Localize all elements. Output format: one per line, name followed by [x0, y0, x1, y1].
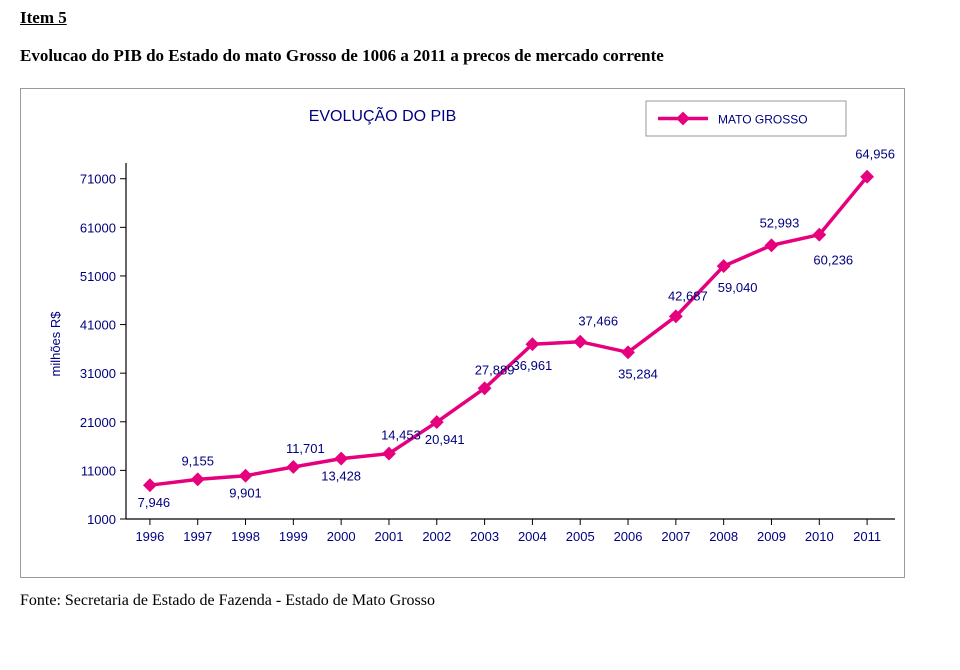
source-text: Fonte: Secretaria de Estado de Fazenda -…	[20, 592, 940, 610]
y-tick-label: 21000	[80, 415, 116, 430]
y-tick-label: 51000	[80, 269, 116, 284]
data-label: 64,956	[855, 147, 895, 162]
data-label: 7,946	[138, 495, 171, 510]
data-label: 52,993	[760, 215, 800, 230]
x-tick-label: 2001	[375, 529, 404, 544]
x-tick-label: 2010	[805, 529, 834, 544]
x-tick-label: 2011	[853, 529, 881, 544]
data-label: 37,466	[578, 314, 618, 329]
data-label: 9,155	[181, 453, 214, 468]
series-marker	[286, 460, 300, 474]
x-tick-label: 1998	[231, 529, 260, 544]
data-label: 14,453	[381, 428, 421, 443]
legend-marker-icon	[676, 112, 690, 126]
data-label: 60,236	[813, 253, 853, 268]
data-label: 59,040	[718, 280, 758, 295]
pib-line-chart: EVOLUÇÃO DO PIB MATO GROSSO 1000 11000 21000…	[21, 89, 904, 577]
y-tick-label: 41000	[80, 318, 116, 333]
legend-label: MATO GROSSO	[718, 113, 808, 127]
series-marker	[191, 472, 205, 486]
y-axis-title: milhões R$	[48, 311, 63, 377]
data-label: 27,889	[475, 362, 515, 377]
y-tick-label: 1000	[87, 512, 116, 527]
x-tick-label: 2007	[661, 529, 690, 544]
y-tick-label: 61000	[80, 220, 116, 235]
data-label: 35,284	[618, 366, 658, 381]
data-label: 36,961	[513, 358, 553, 373]
series-marker	[143, 478, 157, 492]
series-marker	[334, 452, 348, 466]
series-marker	[765, 238, 779, 252]
series-marker	[573, 335, 587, 349]
data-label: 11,701	[286, 441, 325, 456]
series-marker	[239, 469, 253, 483]
x-tick-label: 1996	[135, 529, 164, 544]
item-header: Item 5	[20, 8, 940, 28]
page-subtitle: Evolucao do PIB do Estado do mato Grosso…	[20, 46, 940, 66]
x-tick-label: 2003	[470, 529, 499, 544]
x-tick-label: 2005	[566, 529, 595, 544]
legend: MATO GROSSO	[646, 101, 846, 136]
x-tick-label: 2006	[614, 529, 643, 544]
x-tick-label: 2000	[327, 529, 356, 544]
y-tick-label: 71000	[80, 172, 116, 187]
data-label: 42,687	[668, 288, 708, 303]
y-tick-label: 11000	[81, 463, 116, 478]
x-tick-label: 1997	[183, 529, 212, 544]
data-label: 9,901	[229, 486, 262, 501]
x-tick-label: 2004	[518, 529, 547, 544]
x-tick-label: 2009	[757, 529, 786, 544]
chart-container: EVOLUÇÃO DO PIB MATO GROSSO 1000 11000 21000…	[20, 88, 905, 578]
data-label: 20,941	[425, 432, 465, 447]
y-tick-label: 31000	[80, 366, 116, 381]
chart-title: EVOLUÇÃO DO PIB	[309, 105, 457, 125]
data-label: 13,428	[321, 469, 361, 484]
x-tick-label: 2008	[709, 529, 738, 544]
x-tick-label: 1999	[279, 529, 308, 544]
x-tick-label: 2002	[422, 529, 451, 544]
